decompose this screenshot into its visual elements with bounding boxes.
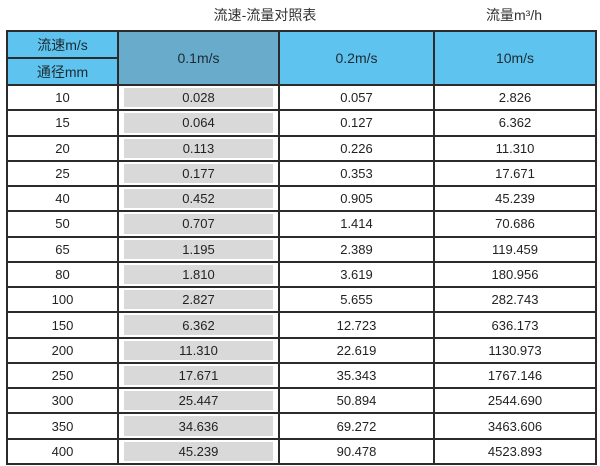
diameter-cell: 100 xyxy=(6,286,119,314)
flow-value-cell-0-2ms: 50.894 xyxy=(278,387,435,415)
flow-value-cell-0-1ms: 0.064 xyxy=(117,109,280,137)
flow-value-cell-0-1ms: 1.195 xyxy=(117,235,280,263)
flow-value-cell-10ms: 1130.973 xyxy=(433,336,597,364)
flow-value-cell-10ms: 119.459 xyxy=(433,235,597,263)
diameter-cell: 65 xyxy=(6,235,119,263)
flow-value-cell-0-2ms: 69.272 xyxy=(278,412,435,440)
flow-value-cell-0-2ms: 12.723 xyxy=(278,311,435,339)
table-row: 80 1.810 3.619 180.956 xyxy=(6,260,597,289)
table-row: 300 25.447 50.894 2544.690 xyxy=(6,387,597,415)
diameter-cell: 350 xyxy=(6,412,119,440)
diameter-cell: 250 xyxy=(6,361,119,390)
flow-value-cell-10ms: 2544.690 xyxy=(433,387,597,415)
diameter-cell: 300 xyxy=(6,387,119,415)
diameter-cell: 150 xyxy=(6,311,119,339)
flow-value-cell-10ms: 6.362 xyxy=(433,109,597,137)
diameter-cell: 50 xyxy=(6,210,119,238)
table-row: 200 11.310 22.619 1130.973 xyxy=(6,336,597,364)
flow-value-cell-10ms: 4523.893 xyxy=(433,437,597,466)
flow-value-cell-0-2ms: 0.057 xyxy=(278,83,435,112)
flow-value-cell-0-1ms: 0.113 xyxy=(117,134,280,162)
column-header-10ms: 10m/s xyxy=(433,30,597,86)
table-row: 40 0.452 0.905 45.239 xyxy=(6,185,597,213)
table-header: 流速m/s 0.1m/s 0.2m/s 10m/s 通径mm xyxy=(6,30,597,86)
flow-value-cell-0-1ms: 25.447 xyxy=(117,387,280,415)
table-row: 350 34.636 69.272 3463.606 xyxy=(6,412,597,440)
diameter-cell: 400 xyxy=(6,437,119,466)
diameter-cell: 25 xyxy=(6,159,119,188)
header-row-diameter: 通径mm xyxy=(6,57,596,86)
flow-value-cell-0-2ms: 90.478 xyxy=(278,437,435,466)
flow-rate-table: 流速m/s 0.1m/s 0.2m/s 10m/s 通径mm 10 0.028 … xyxy=(6,30,597,466)
table-row: 15 0.064 0.127 6.362 xyxy=(6,109,597,137)
flow-unit-label: 流量m³/h xyxy=(486,7,542,23)
flow-value-cell-0-2ms: 1.414 xyxy=(278,210,435,238)
column-header-0-1ms: 0.1m/s xyxy=(117,30,280,86)
flow-value-cell-0-1ms: 17.671 xyxy=(117,361,280,390)
flow-value-cell-0-2ms: 5.655 xyxy=(278,286,435,314)
flow-value-cell-0-2ms: 35.343 xyxy=(278,361,435,390)
flow-value-cell-10ms: 1767.146 xyxy=(433,361,597,390)
table-row: 10 0.028 0.057 2.826 xyxy=(6,83,597,112)
flow-value-cell-10ms: 45.239 xyxy=(433,185,597,213)
flow-value-cell-0-1ms: 0.452 xyxy=(117,185,280,213)
table-body: 10 0.028 0.057 2.826 15 0.064 0.127 6.36… xyxy=(6,83,597,466)
table-row: 65 1.195 2.389 119.459 xyxy=(6,235,597,263)
flow-value-cell-10ms: 2.826 xyxy=(433,83,597,112)
diameter-cell: 80 xyxy=(6,260,119,289)
flow-value-cell-10ms: 636.173 xyxy=(433,311,597,339)
flow-value-cell-0-1ms: 11.310 xyxy=(117,336,280,364)
flow-value-cell-0-2ms: 0.226 xyxy=(278,134,435,162)
table-row: 100 2.827 5.655 282.743 xyxy=(6,286,597,314)
diameter-cell: 10 xyxy=(6,83,119,112)
flow-value-cell-0-2ms: 2.389 xyxy=(278,235,435,263)
header-row-velocity: 流速m/s 0.1m/s 0.2m/s 10m/s xyxy=(6,30,597,86)
table-row: 50 0.707 1.414 70.686 xyxy=(6,210,597,238)
flow-value-cell-0-1ms: 0.028 xyxy=(117,83,280,112)
flow-value-cell-0-2ms: 0.353 xyxy=(278,159,435,188)
table-row: 250 17.671 35.343 1767.146 xyxy=(6,361,597,390)
flow-value-cell-0-1ms: 2.827 xyxy=(117,286,280,314)
corner-cell-velocity: 流速m/s xyxy=(6,30,119,59)
flow-value-cell-10ms: 11.310 xyxy=(433,134,597,162)
flow-value-cell-0-1ms: 0.177 xyxy=(117,159,280,188)
flow-value-cell-10ms: 180.956 xyxy=(433,260,597,289)
flow-value-cell-10ms: 17.671 xyxy=(433,159,597,188)
diameter-cell: 15 xyxy=(6,109,119,137)
table-title: 流速-流量对照表 xyxy=(213,7,317,23)
flow-value-cell-0-1ms: 45.239 xyxy=(117,437,280,466)
flow-value-cell-0-2ms: 0.905 xyxy=(278,185,435,213)
flow-value-cell-10ms: 70.686 xyxy=(433,210,597,238)
flow-value-cell-10ms: 282.743 xyxy=(433,286,597,314)
diameter-cell: 200 xyxy=(6,336,119,364)
flow-value-cell-0-2ms: 3.619 xyxy=(278,260,435,289)
diameter-cell: 20 xyxy=(6,134,119,162)
table-row: 150 6.362 12.723 636.173 xyxy=(6,311,597,339)
table-row: 25 0.177 0.353 17.671 xyxy=(6,159,597,188)
flow-value-cell-0-2ms: 22.619 xyxy=(278,336,435,364)
flow-value-cell-0-1ms: 6.362 xyxy=(117,311,280,339)
table-row: 20 0.113 0.226 11.310 xyxy=(6,134,597,162)
corner-cell-diameter: 通径mm xyxy=(6,57,119,86)
flow-value-cell-0-1ms: 34.636 xyxy=(117,412,280,440)
flow-value-cell-0-1ms: 1.810 xyxy=(117,260,280,289)
flow-value-cell-10ms: 3463.606 xyxy=(433,412,597,440)
flow-value-cell-0-2ms: 0.127 xyxy=(278,109,435,137)
diameter-cell: 40 xyxy=(6,185,119,213)
flow-value-cell-0-1ms: 0.707 xyxy=(117,210,280,238)
table-row: 400 45.239 90.478 4523.893 xyxy=(6,437,597,466)
column-header-0-2ms: 0.2m/s xyxy=(278,30,435,86)
